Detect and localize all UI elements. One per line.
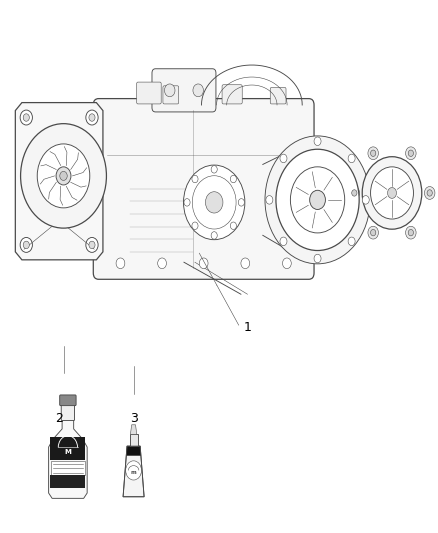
Circle shape bbox=[21, 124, 106, 228]
Circle shape bbox=[211, 232, 217, 239]
Circle shape bbox=[362, 157, 422, 229]
Circle shape bbox=[158, 258, 166, 269]
Polygon shape bbox=[123, 446, 144, 497]
Circle shape bbox=[230, 222, 237, 230]
Circle shape bbox=[184, 165, 245, 240]
Circle shape bbox=[427, 190, 432, 196]
Circle shape bbox=[406, 147, 416, 160]
Circle shape bbox=[86, 110, 98, 125]
Circle shape bbox=[276, 149, 359, 251]
Circle shape bbox=[352, 190, 357, 196]
Circle shape bbox=[265, 136, 370, 264]
Circle shape bbox=[241, 258, 250, 269]
Circle shape bbox=[20, 110, 32, 125]
Circle shape bbox=[56, 167, 71, 185]
Circle shape bbox=[126, 461, 141, 480]
Circle shape bbox=[164, 84, 175, 97]
Circle shape bbox=[60, 171, 67, 180]
Circle shape bbox=[205, 192, 223, 213]
Circle shape bbox=[349, 187, 360, 199]
Circle shape bbox=[348, 237, 355, 246]
Circle shape bbox=[314, 137, 321, 146]
FancyBboxPatch shape bbox=[163, 86, 179, 104]
Circle shape bbox=[192, 175, 198, 183]
Polygon shape bbox=[50, 437, 85, 461]
Polygon shape bbox=[131, 425, 137, 434]
Polygon shape bbox=[50, 475, 85, 488]
Polygon shape bbox=[126, 446, 141, 456]
Circle shape bbox=[86, 237, 98, 252]
Circle shape bbox=[238, 199, 244, 206]
Circle shape bbox=[362, 196, 369, 204]
Circle shape bbox=[424, 187, 435, 199]
Circle shape bbox=[348, 154, 355, 163]
Circle shape bbox=[280, 237, 287, 246]
Text: 2: 2 bbox=[55, 412, 63, 425]
FancyBboxPatch shape bbox=[152, 69, 216, 112]
Circle shape bbox=[368, 226, 378, 239]
Circle shape bbox=[116, 258, 125, 269]
Circle shape bbox=[290, 167, 345, 233]
Circle shape bbox=[408, 150, 413, 157]
Text: 3: 3 bbox=[130, 412, 138, 425]
Circle shape bbox=[368, 147, 378, 160]
Circle shape bbox=[371, 167, 413, 219]
Polygon shape bbox=[51, 461, 85, 475]
Polygon shape bbox=[15, 102, 103, 260]
Circle shape bbox=[23, 241, 29, 248]
Circle shape bbox=[283, 258, 291, 269]
Circle shape bbox=[230, 175, 237, 183]
FancyBboxPatch shape bbox=[270, 87, 286, 104]
Circle shape bbox=[211, 166, 217, 173]
FancyBboxPatch shape bbox=[222, 85, 242, 104]
Circle shape bbox=[371, 150, 376, 157]
FancyBboxPatch shape bbox=[137, 82, 161, 104]
Text: M: M bbox=[64, 449, 71, 455]
Circle shape bbox=[192, 176, 236, 229]
Circle shape bbox=[406, 226, 416, 239]
FancyBboxPatch shape bbox=[130, 434, 138, 446]
Text: m: m bbox=[131, 470, 136, 475]
Circle shape bbox=[192, 222, 198, 230]
Circle shape bbox=[314, 254, 321, 263]
Circle shape bbox=[371, 229, 376, 236]
FancyBboxPatch shape bbox=[93, 99, 314, 279]
Circle shape bbox=[37, 144, 90, 208]
Circle shape bbox=[23, 114, 29, 122]
Circle shape bbox=[310, 190, 325, 209]
Polygon shape bbox=[49, 419, 87, 498]
Circle shape bbox=[408, 229, 413, 236]
Circle shape bbox=[184, 199, 190, 206]
Circle shape bbox=[20, 237, 32, 252]
Circle shape bbox=[388, 188, 396, 198]
Text: 1: 1 bbox=[244, 321, 251, 334]
Circle shape bbox=[89, 114, 95, 122]
Circle shape bbox=[193, 84, 203, 97]
Circle shape bbox=[280, 154, 287, 163]
Circle shape bbox=[89, 241, 95, 248]
Circle shape bbox=[199, 258, 208, 269]
FancyBboxPatch shape bbox=[61, 403, 74, 421]
Circle shape bbox=[266, 196, 273, 204]
FancyBboxPatch shape bbox=[60, 395, 76, 406]
